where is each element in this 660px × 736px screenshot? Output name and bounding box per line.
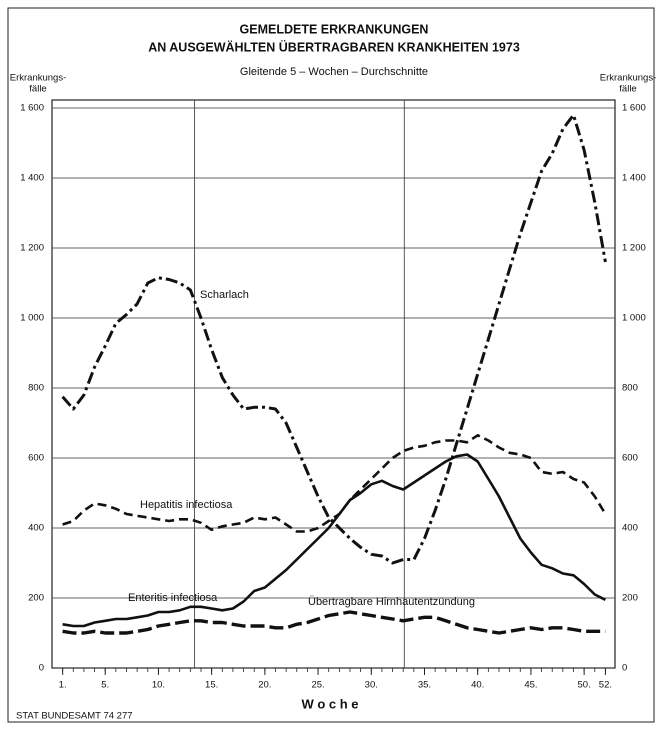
- y-tick-label: 200: [28, 593, 44, 604]
- series-line: [62, 453, 606, 628]
- y-axis-label: Erkrankungs-: [10, 73, 67, 84]
- y2-tick-label: 1 600: [622, 103, 646, 114]
- y2-tick-label: 600: [622, 453, 638, 464]
- x-axis-label: W o c h e: [301, 696, 358, 711]
- y2-tick-label: 1 200: [622, 243, 646, 254]
- y-tick-label: 1 600: [20, 103, 44, 114]
- y-tick-label: 1 400: [20, 173, 44, 184]
- y2-tick-label: 1 000: [622, 313, 646, 324]
- series-line: [62, 434, 607, 533]
- series-label: Übertragbare Hirnhautentzündung: [308, 596, 475, 608]
- y2-tick-label: 400: [622, 523, 638, 534]
- y2-tick-label: 800: [622, 383, 638, 394]
- series-label: Enteritis infectiosa: [128, 592, 218, 604]
- y-tick-label: 400: [28, 523, 44, 534]
- y2-tick-label: 0: [622, 663, 627, 674]
- chart-title: AN AUSGEWÄHLTEN ÜBERTRAGBAREN KRANKHEITE…: [148, 39, 520, 54]
- y-tick-label: 600: [28, 453, 44, 464]
- y2-axis-label: Erkrankungs-: [600, 73, 657, 84]
- x-tick-label: 35.: [418, 680, 431, 691]
- x-tick-label: 52.: [599, 680, 612, 691]
- x-tick-label: 30.: [365, 680, 378, 691]
- x-tick-label: 45.: [524, 680, 537, 691]
- y-axis-label: fälle: [29, 84, 46, 95]
- x-tick-label: 5.: [101, 680, 109, 691]
- x-tick-label: 25.: [311, 680, 324, 691]
- plot-frame: [51, 99, 616, 669]
- source: STAT BUNDESAMT 74 277: [16, 711, 133, 722]
- chart-title: GEMELDETE ERKRANKUNGEN: [240, 22, 429, 36]
- x-tick-label: 50.: [578, 680, 591, 691]
- x-tick-label: 1.: [59, 680, 67, 691]
- x-tick-label: 40.: [471, 680, 484, 691]
- series-line: [61, 113, 607, 565]
- y-tick-label: 1 000: [20, 313, 44, 324]
- y-tick-label: 1 200: [20, 243, 44, 254]
- y-tick-label: 800: [28, 383, 44, 394]
- series-label: Hepatitis infectiosa: [140, 499, 233, 511]
- y2-axis-label: fälle: [619, 84, 636, 95]
- y-tick-label: 0: [39, 663, 44, 674]
- y2-tick-label: 1 400: [622, 173, 646, 184]
- outer-frame: [7, 7, 655, 723]
- x-tick-label: 10.: [152, 680, 165, 691]
- x-tick-label: 15.: [205, 680, 218, 691]
- x-tick-label: 20.: [258, 680, 271, 691]
- y2-tick-label: 200: [622, 593, 638, 604]
- series-line: [62, 610, 606, 635]
- series-label: Scharlach: [200, 289, 249, 301]
- chart-subtitle: Gleitende 5 – Wochen – Durchschnitte: [240, 66, 428, 78]
